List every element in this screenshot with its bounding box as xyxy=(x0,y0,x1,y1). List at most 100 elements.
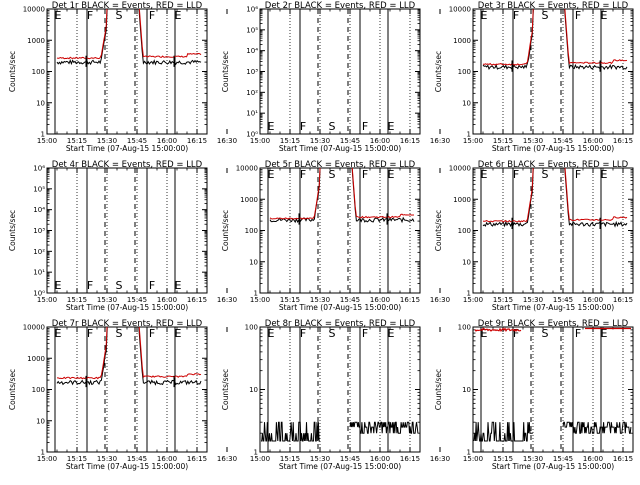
x-axis-label: Start Time (07-Aug-15 15:00:00) xyxy=(66,303,188,312)
data-layer xyxy=(482,9,628,72)
x-tick-label: 15:15 xyxy=(67,296,87,304)
events-series-line-late xyxy=(562,421,632,434)
x-tick-label: 15:00 xyxy=(250,137,270,145)
segment-label: S xyxy=(542,9,549,22)
y-tick-label: 10¹ xyxy=(33,269,45,277)
panel-title: Det 7r BLACK = Events, RED = LLD xyxy=(52,319,203,329)
y-axis-label: Counts/sec xyxy=(221,210,230,251)
segment-label: E xyxy=(268,327,275,340)
y-tick-label: 10⁵ xyxy=(246,26,258,34)
segment-label: E xyxy=(601,327,608,340)
segment-label: E xyxy=(175,327,182,340)
segment-label: E xyxy=(55,327,62,340)
panel-title: Det 5r BLACK = Events, RED = LLD xyxy=(265,160,416,170)
panel-title: Det 3r BLACK = Events, RED = LLD xyxy=(478,1,629,11)
x-tick-label: 16:30 xyxy=(430,137,450,145)
x-tick-label: 15:00 xyxy=(463,455,483,463)
y-tick-label: 100 xyxy=(32,386,45,394)
y-tick-label: 1000 xyxy=(27,37,45,45)
x-tick-label: 16:00 xyxy=(370,137,390,145)
y-tick-label: 10⁴ xyxy=(33,206,45,214)
panel-det-3: Det 3r BLACK = Events, RED = LLD 1 10 100 10… xyxy=(434,1,634,153)
x-axis-label: Start Time (07-Aug-15 15:00:00) xyxy=(492,462,614,471)
segment-label: E xyxy=(175,9,182,22)
y-axis-label: Counts/sec xyxy=(434,369,443,410)
events-series-line-early xyxy=(473,421,533,442)
segment-label: F xyxy=(575,327,581,340)
panel-title: Det 9r BLACK = Events, RED = LLD xyxy=(478,319,629,329)
panel-det-6: Det 6r BLACK = Events, RED = LLD 1 10 100 10… xyxy=(434,160,634,312)
y-tick-label: 100 xyxy=(245,227,258,235)
x-tick-label: 15:15 xyxy=(493,296,513,304)
x-tick-label: 15:15 xyxy=(280,455,300,463)
segment-label: F xyxy=(149,327,155,340)
x-tick-label: 16:00 xyxy=(370,455,390,463)
plot-frame xyxy=(259,167,421,294)
plot-frame xyxy=(259,326,421,453)
y-tick-label: 10 xyxy=(462,386,471,394)
y-tick-label: 100 xyxy=(458,227,471,235)
y-axis-label: Counts/sec xyxy=(434,51,443,92)
x-tick-label: 15:15 xyxy=(280,296,300,304)
x-tick-label: 16:15 xyxy=(400,137,420,145)
lld-series-line xyxy=(269,168,414,220)
y-tick-label: 1000 xyxy=(453,196,471,204)
segment-label: E xyxy=(601,168,608,181)
x-tick-label: 15:00 xyxy=(463,296,483,304)
x-tick-label: 16:00 xyxy=(157,296,177,304)
y-tick-label: 10000 xyxy=(449,6,471,14)
plot-frame xyxy=(472,8,634,135)
segment-label: F xyxy=(149,279,155,292)
y-tick-label: 1 xyxy=(467,290,471,298)
segment-label: E xyxy=(175,279,182,292)
x-tick-label: 15:45 xyxy=(127,455,147,463)
segment-label: S xyxy=(329,168,336,181)
x-tick-label: 16:15 xyxy=(187,296,207,304)
panel-title: Det 2r BLACK = Events, RED = LLD xyxy=(265,1,416,11)
events-series-line xyxy=(56,327,202,386)
x-tick-label: 15:00 xyxy=(250,455,270,463)
y-tick-label: 1 xyxy=(467,131,471,139)
y-tick-label: 1000 xyxy=(240,196,258,204)
lld-series-line xyxy=(482,168,628,223)
y-tick-label: 1 xyxy=(254,290,258,298)
segment-label: S xyxy=(116,279,123,292)
y-tick-label: 10⁶ xyxy=(246,6,258,14)
x-tick-label: 15:30 xyxy=(523,137,543,145)
segment-label: F xyxy=(87,279,93,292)
x-tick-label: 15:30 xyxy=(97,455,117,463)
x-tick-label: 16:00 xyxy=(583,296,603,304)
lld-series-line xyxy=(57,327,202,380)
segment-label: S xyxy=(116,327,123,340)
x-tick-label: 16:00 xyxy=(583,137,603,145)
y-tick-label: 10³ xyxy=(246,68,258,76)
x-tick-label: 15:15 xyxy=(493,455,513,463)
x-tick-label: 16:30 xyxy=(430,455,450,463)
x-tick-label: 16:00 xyxy=(157,455,177,463)
segment-label: F xyxy=(149,9,155,22)
data-layer xyxy=(269,168,415,225)
panel-title: Det 8r BLACK = Events, RED = LLD xyxy=(265,319,416,329)
y-tick-label: 10000 xyxy=(236,165,258,173)
x-tick-label: 16:30 xyxy=(430,296,450,304)
events-series-line xyxy=(482,9,628,71)
segment-label: F xyxy=(362,168,368,181)
x-tick-label: 16:15 xyxy=(613,296,633,304)
y-tick-label: 100 xyxy=(458,324,471,332)
events-series-line-late xyxy=(349,421,419,434)
x-tick-label: 16:15 xyxy=(613,455,633,463)
segment-label: S xyxy=(116,9,123,22)
x-tick-label: 15:00 xyxy=(463,137,483,145)
y-tick-label: 10² xyxy=(33,248,45,256)
y-tick-label: 100 xyxy=(245,324,258,332)
x-axis-label: Start Time (07-Aug-15 15:00:00) xyxy=(66,462,188,471)
events-series-line xyxy=(482,168,628,228)
x-tick-label: 15:45 xyxy=(340,137,360,145)
segment-label: S xyxy=(329,120,336,133)
x-tick-label: 16:15 xyxy=(400,455,420,463)
panel-title: Det 4r BLACK = Events, RED = LLD xyxy=(52,160,203,170)
segment-label: S xyxy=(542,327,549,340)
segment-label: F xyxy=(300,168,306,181)
plot-frame xyxy=(46,8,208,135)
x-tick-label: 15:45 xyxy=(340,296,360,304)
